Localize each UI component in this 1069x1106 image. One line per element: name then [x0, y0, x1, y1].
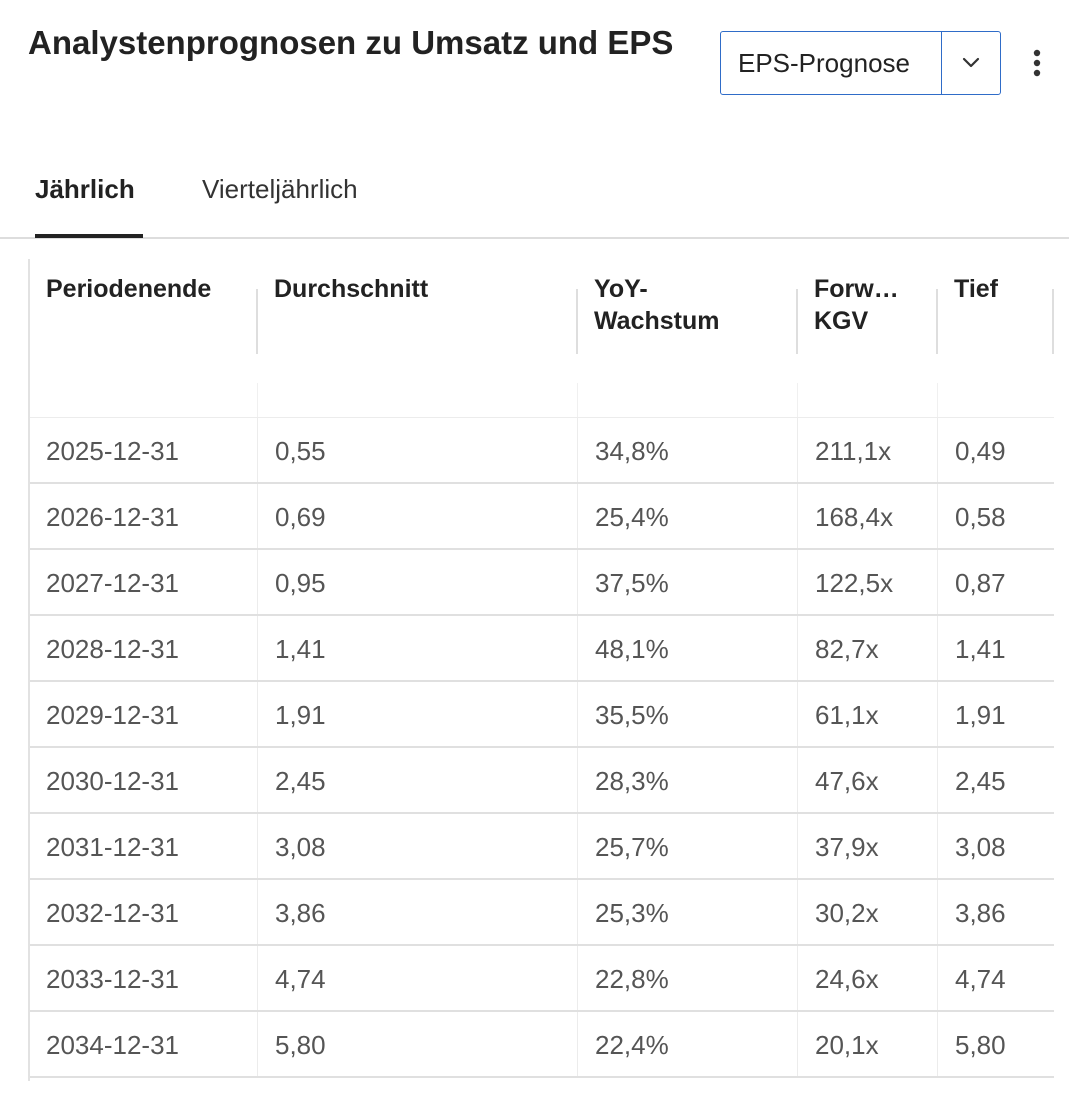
cell-yoy-growth: 34,8%: [577, 418, 797, 482]
column-header-average[interactable]: Durchschnitt: [274, 275, 429, 303]
table-row: 2027-12-31 0,95 37,5% 122,5x 0,87: [30, 550, 1054, 616]
table-row: 2029-12-31 1,91 35,5% 61,1x 1,91: [30, 682, 1054, 748]
cell-period-end: 2032-12-31: [46, 898, 179, 928]
cell-low: 0,87: [937, 550, 1052, 614]
kebab-menu-icon: [1033, 49, 1041, 77]
table-row: 2034-12-31 5,80 22,4% 20,1x 5,80: [30, 1012, 1054, 1078]
column-header-period-end[interactable]: Periodenende: [46, 275, 212, 303]
column-divider: [936, 289, 938, 354]
cell-forward-pe: 82,7x: [797, 616, 937, 680]
cell-forward-pe: 37,9x: [797, 814, 937, 878]
cell-average: 0,95: [257, 550, 577, 614]
table-row: 2032-12-31 3,86 25,3% 30,2x 3,86: [30, 880, 1054, 946]
cell-average: 3,08: [257, 814, 577, 878]
cell-low: 3,08: [937, 814, 1052, 878]
column-divider: [576, 289, 578, 354]
active-tab-indicator: [35, 234, 143, 238]
table-header: Periodenende Durchschnitt YoY-Wachstum F…: [30, 259, 1054, 418]
cell-period-end: 2030-12-31: [46, 766, 179, 796]
table-body: 2025-12-31 0,55 34,8% 211,1x 0,49 2026-12-31 0…: [30, 418, 1054, 1078]
column-gridline: [577, 383, 578, 417]
cell-forward-pe: 20,1x: [797, 1012, 937, 1076]
column-divider: [796, 289, 798, 354]
page-title: Analystenprognosen zu Umsatz und EPS: [28, 24, 674, 61]
cell-period-end: 2034-12-31: [46, 1030, 179, 1060]
cell-period-end: 2028-12-31: [46, 634, 179, 664]
column-divider: [1052, 289, 1054, 354]
cell-average: 0,69: [257, 484, 577, 548]
cell-low: 4,74: [937, 946, 1052, 1010]
column-header-yoy-growth[interactable]: YoY-Wachstum: [594, 275, 720, 335]
column-header-low[interactable]: Tief: [954, 275, 998, 303]
more-options-button[interactable]: [1020, 42, 1054, 84]
cell-low: 0,58: [937, 484, 1052, 548]
tab-quarterly[interactable]: Vierteljährlich: [202, 174, 358, 204]
cell-forward-pe: 24,6x: [797, 946, 937, 1010]
cell-yoy-growth: 25,3%: [577, 880, 797, 944]
cell-average: 1,41: [257, 616, 577, 680]
table-row: 2031-12-31 3,08 25,7% 37,9x 3,08: [30, 814, 1054, 880]
cell-low: 1,41: [937, 616, 1052, 680]
column-header-forward-pe[interactable]: Forw… KGV: [814, 275, 899, 335]
cell-yoy-growth: 28,3%: [577, 748, 797, 812]
cell-period-end: 2031-12-31: [46, 832, 179, 862]
cell-average: 4,74: [257, 946, 577, 1010]
column-gridline: [257, 383, 258, 417]
column-divider: [256, 289, 258, 354]
forecast-type-select[interactable]: EPS-Prognose: [720, 31, 1001, 95]
period-tabs: Jährlich Vierteljährlich: [0, 150, 1069, 239]
cell-period-end: 2027-12-31: [46, 568, 179, 598]
cell-forward-pe: 47,6x: [797, 748, 937, 812]
dropdown-toggle-button[interactable]: [941, 32, 1000, 94]
column-gridline: [937, 383, 938, 417]
chevron-down-icon: [962, 57, 980, 68]
cell-average: 1,91: [257, 682, 577, 746]
cell-low: 0,49: [937, 418, 1052, 482]
cell-average: 5,80: [257, 1012, 577, 1076]
column-gridline: [797, 383, 798, 417]
cell-yoy-growth: 35,5%: [577, 682, 797, 746]
cell-low: 3,86: [937, 880, 1052, 944]
cell-forward-pe: 168,4x: [797, 484, 937, 548]
forecast-table: Periodenende Durchschnitt YoY-Wachstum F…: [28, 259, 1054, 1081]
table-row: 2030-12-31 2,45 28,3% 47,6x 2,45: [30, 748, 1054, 814]
table-row: 2028-12-31 1,41 48,1% 82,7x 1,41: [30, 616, 1054, 682]
cell-yoy-growth: 25,7%: [577, 814, 797, 878]
cell-low: 1,91: [937, 682, 1052, 746]
cell-low: 5,80: [937, 1012, 1052, 1076]
forecast-type-value: EPS-Prognose: [738, 47, 910, 78]
cell-forward-pe: 30,2x: [797, 880, 937, 944]
cell-period-end: 2033-12-31: [46, 964, 179, 994]
table-row: 2025-12-31 0,55 34,8% 211,1x 0,49: [30, 418, 1054, 484]
cell-low: 2,45: [937, 748, 1052, 812]
cell-period-end: 2026-12-31: [46, 502, 179, 532]
table-row: 2033-12-31 4,74 22,8% 24,6x 4,74: [30, 946, 1054, 1012]
cell-average: 2,45: [257, 748, 577, 812]
cell-yoy-growth: 22,4%: [577, 1012, 797, 1076]
cell-yoy-growth: 37,5%: [577, 550, 797, 614]
cell-forward-pe: 211,1x: [797, 418, 937, 482]
cell-forward-pe: 61,1x: [797, 682, 937, 746]
cell-yoy-growth: 22,8%: [577, 946, 797, 1010]
table-row: 2026-12-31 0,69 25,4% 168,4x 0,58: [30, 484, 1054, 550]
cell-average: 3,86: [257, 880, 577, 944]
cell-yoy-growth: 48,1%: [577, 616, 797, 680]
cell-period-end: 2029-12-31: [46, 700, 179, 730]
cell-average: 0,55: [257, 418, 577, 482]
cell-yoy-growth: 25,4%: [577, 484, 797, 548]
tab-annual[interactable]: Jährlich: [35, 174, 135, 204]
cell-forward-pe: 122,5x: [797, 550, 937, 614]
cell-period-end: 2025-12-31: [46, 436, 179, 466]
